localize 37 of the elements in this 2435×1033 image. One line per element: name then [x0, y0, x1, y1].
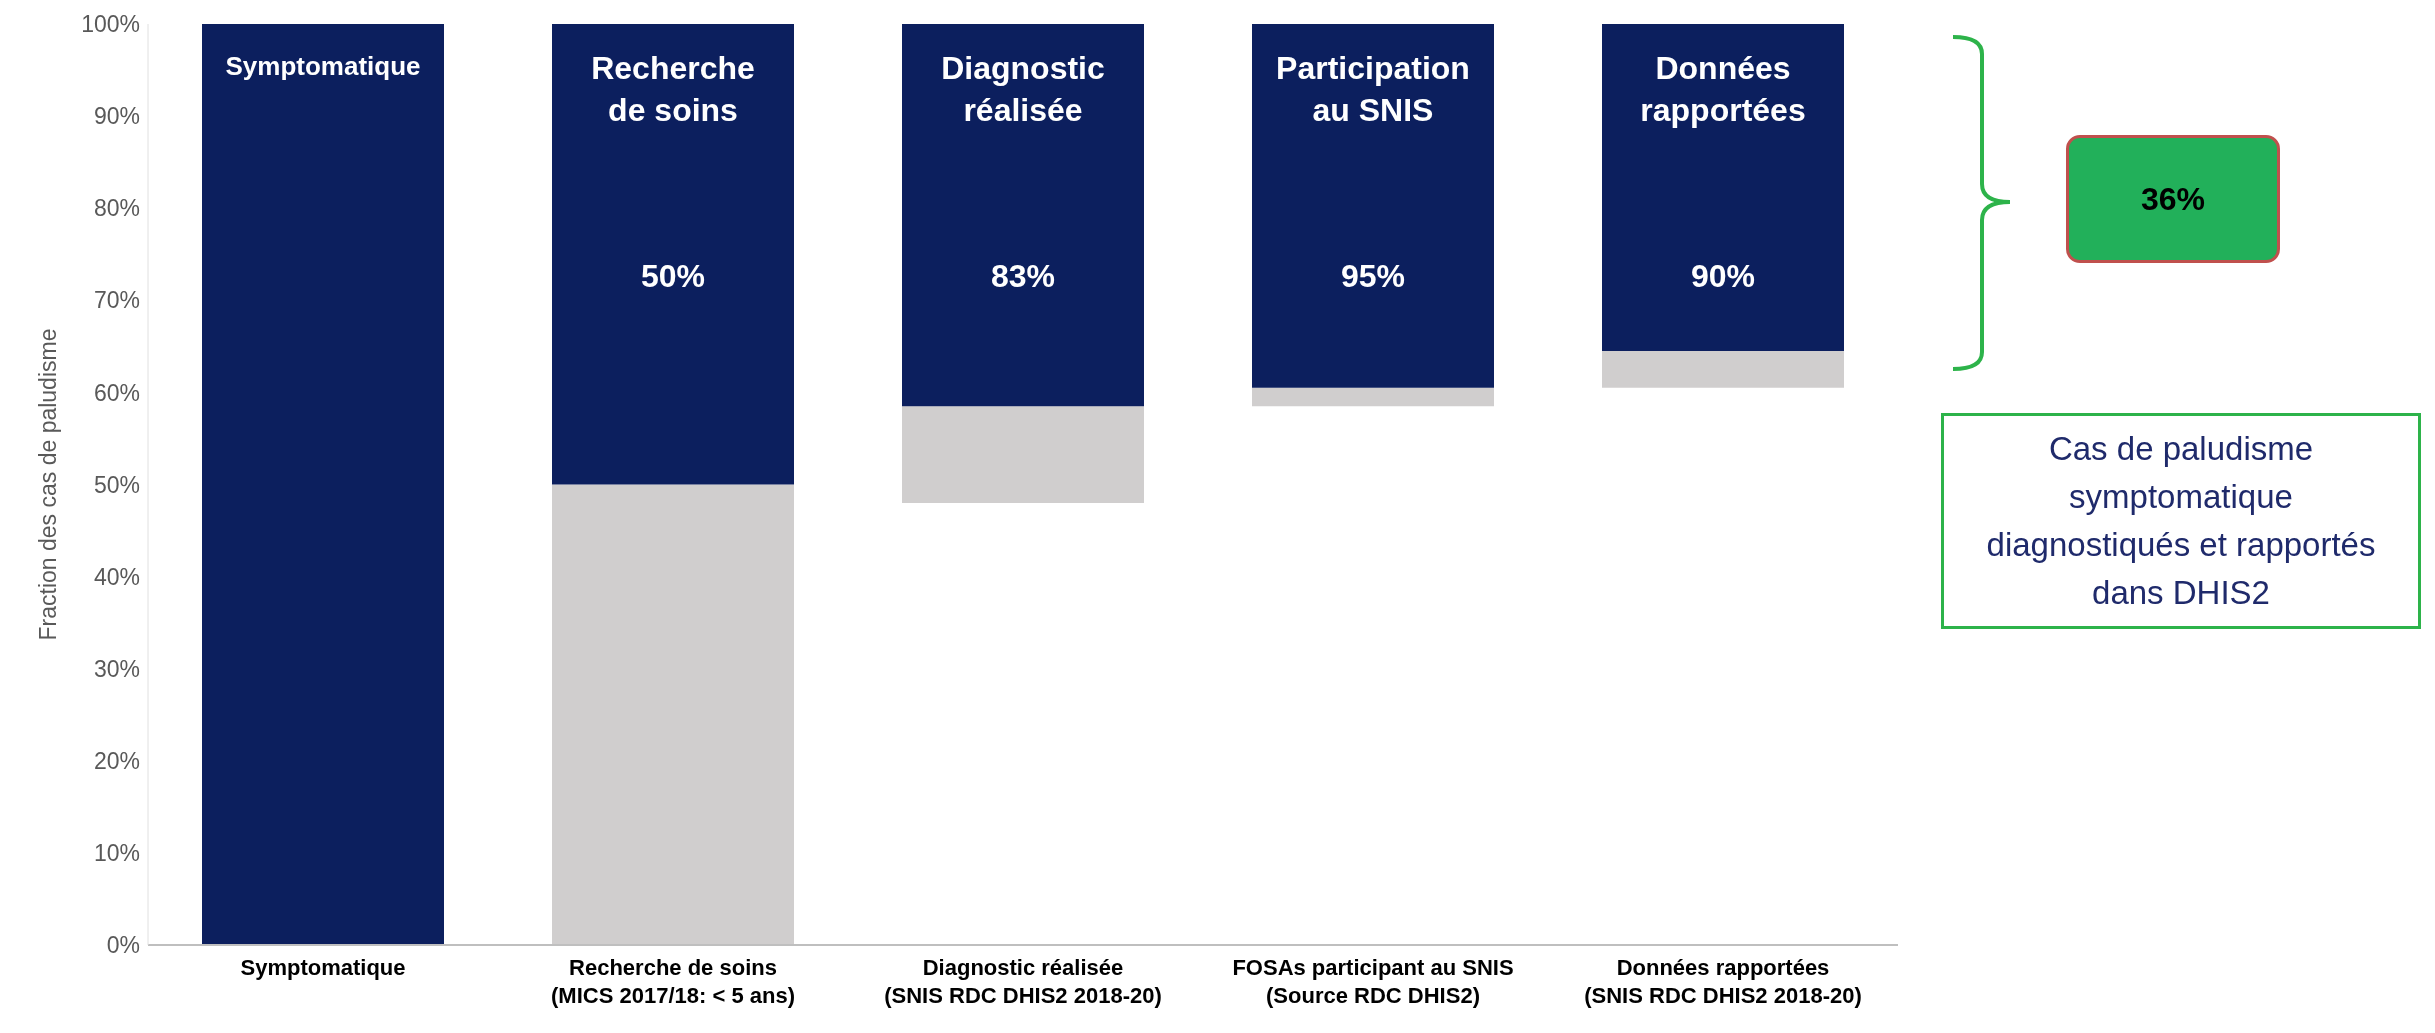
bar [902, 24, 1144, 407]
annotation: 90% [1690, 257, 1756, 294]
bar [552, 24, 794, 485]
x-tick-label: Diagnostic réalisée (SNIS RDC DHIS2 2018-20) [884, 955, 1162, 1008]
y-tick-label: 100% [81, 11, 140, 38]
annotation: Données rapportées [1640, 50, 1806, 129]
bar [1602, 350, 1844, 388]
y-tick-label: 0% [106, 932, 140, 959]
annotation: Symptomatique [225, 51, 421, 82]
y-tick-label: 90% [93, 103, 140, 130]
bar [1602, 24, 1844, 351]
annotation: Participation au SNIS [1276, 50, 1470, 129]
y-tick-label: 10% [93, 840, 140, 867]
x-tick-label: FOSAs participant au SNIS (Source RDC DHIS2) [1232, 955, 1514, 1008]
bar [552, 484, 794, 945]
y-tick-label: 80% [93, 195, 140, 222]
annotation: 95% [1340, 257, 1406, 294]
text: Cas de paludisme symptomatique diagnostiqués et rapportés dans DHIS2 [1941, 413, 2421, 629]
bar [202, 24, 444, 945]
y-axis-title: Fraction des cas de paludisme [35, 328, 62, 641]
x-tick-label: Symptomatique [240, 955, 406, 980]
y-tick-label: 60% [93, 379, 140, 406]
bar [1252, 24, 1494, 388]
y-tick-label: 30% [93, 655, 140, 682]
y-tick-label: 50% [93, 471, 140, 498]
bar [902, 406, 1144, 503]
x-tick-label: Données rapportées (SNIS RDC DHIS2 2018-20) [1584, 955, 1862, 1008]
annotation: 50% [640, 257, 706, 294]
annotation: Recherche de soins [591, 50, 755, 129]
annotation: Diagnostic réalisée [941, 50, 1105, 129]
x-tick-label: Recherche de soins (MICS 2017/18: < 5 ans) [551, 955, 795, 1008]
annotation: 83% [990, 257, 1056, 294]
bar [1252, 387, 1494, 407]
y-tick-label: 20% [93, 747, 140, 774]
y-tick-label: 40% [93, 563, 140, 590]
text: 36% [2066, 135, 2280, 263]
y-tick-label: 70% [93, 287, 140, 314]
